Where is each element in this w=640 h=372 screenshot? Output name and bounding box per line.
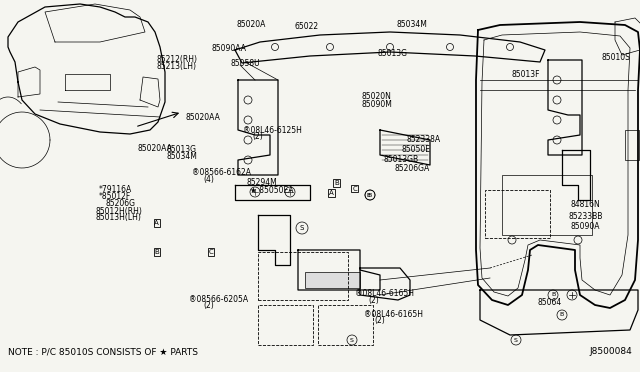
Text: 85013H(LH): 85013H(LH) — [96, 214, 142, 222]
Text: 85034M: 85034M — [397, 20, 428, 29]
Text: 85090M: 85090M — [362, 100, 392, 109]
Text: (4): (4) — [204, 175, 214, 184]
Text: 85213(LH): 85213(LH) — [157, 62, 197, 71]
Text: 85034M: 85034M — [166, 153, 197, 161]
Text: NOTE : P/C 85010S CONSISTS OF ★ PARTS: NOTE : P/C 85010S CONSISTS OF ★ PARTS — [8, 347, 198, 356]
Text: 85058U: 85058U — [230, 59, 260, 68]
Text: B: B — [334, 180, 339, 186]
Text: ®08566-6162A: ®08566-6162A — [192, 169, 251, 177]
Text: 85013F: 85013F — [512, 70, 541, 79]
Text: 85050E: 85050E — [402, 145, 431, 154]
Text: 85206GA: 85206GA — [394, 164, 429, 173]
Text: ®08L46-6165H: ®08L46-6165H — [355, 289, 414, 298]
Text: 65022: 65022 — [294, 22, 319, 31]
Text: A: A — [329, 190, 334, 196]
Text: A: A — [154, 220, 159, 226]
Text: S: S — [514, 337, 518, 343]
Text: (2): (2) — [253, 132, 264, 141]
Bar — [258, 305, 313, 345]
Text: 85012H(RH): 85012H(RH) — [96, 207, 143, 216]
Text: B: B — [551, 292, 555, 298]
Text: 85020N: 85020N — [362, 92, 392, 101]
Text: (2): (2) — [369, 296, 380, 305]
Text: *85012F: *85012F — [99, 192, 131, 201]
Text: 85064: 85064 — [538, 298, 562, 307]
Text: ★ 85050EA: ★ 85050EA — [250, 186, 293, 195]
Bar — [502, 175, 592, 235]
Text: S: S — [300, 225, 304, 231]
Text: B: B — [368, 192, 372, 198]
Text: ®08L46-6165H: ®08L46-6165H — [364, 310, 422, 319]
Text: 85090AA: 85090AA — [211, 44, 246, 53]
Text: 85013GB: 85013GB — [384, 155, 419, 164]
Text: 85010S: 85010S — [602, 53, 630, 62]
Bar — [318, 305, 373, 345]
Text: S: S — [350, 337, 354, 343]
Text: 85206G: 85206G — [106, 199, 136, 208]
Text: C: C — [352, 186, 357, 192]
Text: B: B — [366, 192, 370, 198]
Text: B: B — [154, 249, 159, 255]
Text: 85212(RH): 85212(RH) — [157, 55, 198, 64]
Text: 85020AA: 85020AA — [185, 112, 220, 122]
Text: 85233BB: 85233BB — [568, 212, 603, 221]
Text: J8500084: J8500084 — [589, 347, 632, 356]
Bar — [305, 272, 360, 288]
Bar — [485, 190, 550, 238]
Text: ®08566-6205A: ®08566-6205A — [189, 295, 248, 304]
Bar — [258, 252, 348, 300]
Text: 85013G: 85013G — [378, 49, 408, 58]
Text: 85020AA: 85020AA — [138, 144, 172, 153]
Text: 85090A: 85090A — [571, 222, 600, 231]
Text: 85013G: 85013G — [166, 145, 196, 154]
Text: 852338A: 852338A — [406, 135, 440, 144]
Text: ®08L46-6125H: ®08L46-6125H — [243, 126, 302, 135]
Text: 85294M: 85294M — [246, 178, 277, 187]
Text: 85020A: 85020A — [237, 20, 266, 29]
Text: B: B — [560, 312, 564, 317]
Text: *79116A: *79116A — [99, 185, 132, 194]
Text: (2): (2) — [204, 301, 214, 310]
Bar — [625, 130, 639, 160]
Text: (2): (2) — [374, 316, 385, 325]
Text: C: C — [209, 249, 214, 255]
Text: 84816N: 84816N — [571, 200, 600, 209]
